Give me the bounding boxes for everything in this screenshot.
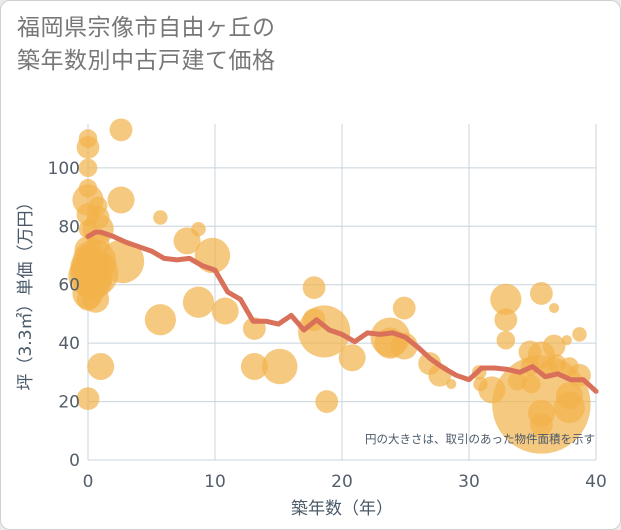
x-tick-label: 20: [331, 472, 353, 492]
trend-line: [85, 229, 599, 394]
bubble-point: [338, 344, 366, 372]
bubble-point: [494, 308, 518, 332]
y-tick-label: 40: [58, 334, 80, 354]
bubble-point: [572, 327, 587, 342]
bubble-point: [302, 276, 326, 300]
bubble-point: [109, 118, 133, 142]
x-tick-labels: 0 10 20 30 40: [83, 472, 607, 492]
y-tick-labels: 0 20 40 60 80 100: [48, 159, 80, 471]
bubble-point: [91, 254, 110, 274]
y-tick-label: 100: [48, 159, 80, 179]
bubble-point: [86, 232, 110, 256]
y-axis-title: 坪（3.3㎡）単価（万円）: [16, 193, 36, 390]
bubble-size-note: 円の大きさは、取引のあった物件面積を示す: [365, 432, 595, 446]
bubble-point: [561, 335, 572, 346]
bubble-point: [560, 357, 579, 376]
bubble-point: [542, 334, 566, 358]
bubble-point: [529, 413, 553, 437]
bubble-point: [507, 371, 527, 391]
bubble-point: [240, 353, 268, 381]
bubble-point: [315, 390, 339, 413]
bubble-point: [529, 282, 553, 305]
bubble-point: [262, 348, 298, 385]
x-axis-title: 築年数（年）: [291, 499, 393, 519]
chart-title: 福岡県宗像市自由ヶ丘の 築年数別中古戸建て価格: [17, 12, 276, 78]
bubble-point: [87, 353, 115, 381]
bubble-point: [100, 239, 145, 284]
x-tick-label: 30: [458, 472, 480, 492]
y-tick-label: 60: [58, 276, 80, 296]
chart-title-line-1: 福岡県宗像市自由ヶ丘の: [17, 15, 276, 41]
x-tick-label: 0: [83, 472, 94, 492]
bubble-point: [191, 221, 206, 237]
bubble-point: [78, 178, 98, 198]
y-tick-label: 80: [58, 217, 80, 237]
bubble-point: [76, 287, 100, 311]
bubble-series: [68, 118, 591, 454]
bubble-point: [78, 129, 98, 148]
chart-title-line-2: 築年数別中古戸建て価格: [17, 48, 276, 74]
bubble-point: [76, 387, 100, 411]
bubble-point: [107, 186, 135, 214]
bubble-point: [144, 304, 176, 336]
bubble-point: [548, 302, 560, 314]
bubble-point: [496, 330, 516, 350]
y-tick-label: 0: [69, 451, 80, 471]
bubble-point: [518, 340, 542, 364]
bubble-point: [392, 296, 416, 320]
bubble-point: [78, 158, 98, 178]
bubble-point: [473, 376, 488, 392]
y-tick-label: 20: [58, 393, 80, 413]
bubble-point: [490, 283, 522, 315]
x-tick-label: 40: [585, 472, 607, 492]
x-tick-label: 10: [204, 472, 226, 492]
bubble-point: [521, 374, 541, 394]
bubble-point: [153, 210, 168, 225]
bubble-point: [446, 378, 457, 390]
bubble-point: [211, 297, 239, 325]
bubble-point: [555, 382, 583, 410]
bubble-point: [182, 286, 215, 318]
bubble-point: [88, 196, 108, 216]
